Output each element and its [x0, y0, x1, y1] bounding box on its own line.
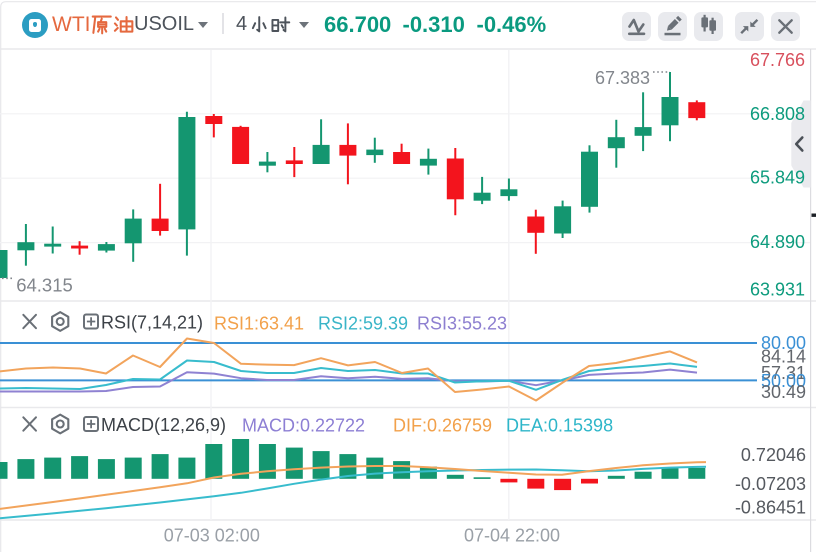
svg-text:MACD(12,26,9): MACD(12,26,9) [101, 415, 226, 435]
svg-text:50.00: 50.00 [761, 371, 806, 391]
svg-text:66.808: 66.808 [750, 104, 805, 124]
svg-text:07-03 02:00: 07-03 02:00 [164, 526, 260, 546]
svg-text:DIF:0.26759: DIF:0.26759 [393, 416, 492, 436]
svg-text:65.849: 65.849 [750, 168, 805, 188]
svg-text:64.890: 64.890 [750, 232, 805, 252]
svg-text:RSI(7,14,21): RSI(7,14,21) [101, 313, 203, 333]
svg-text:-0.07203: -0.07203 [735, 474, 806, 494]
svg-text:80.00: 80.00 [761, 333, 806, 353]
svg-text:67.383: 67.383 [595, 68, 650, 88]
svg-text:30.49: 30.49 [761, 382, 806, 402]
svg-text:RSI1:63.41: RSI1:63.41 [214, 314, 304, 334]
svg-text:64.315: 64.315 [16, 275, 73, 296]
svg-text:84.14: 84.14 [761, 346, 806, 366]
svg-text:MACD:0.22722: MACD:0.22722 [242, 416, 365, 436]
svg-text:RSI3:55.23: RSI3:55.23 [417, 314, 507, 334]
svg-text:0.72046: 0.72046 [741, 445, 806, 465]
svg-text:67.766: 67.766 [750, 50, 805, 70]
svg-text:63.931: 63.931 [750, 280, 805, 300]
svg-text:DEA:0.15398: DEA:0.15398 [506, 416, 613, 436]
svg-text:57.31: 57.31 [761, 363, 806, 383]
svg-text:-0.86451: -0.86451 [735, 498, 806, 518]
svg-text:RSI2:59.39: RSI2:59.39 [318, 314, 408, 334]
svg-text:07-04 22:00: 07-04 22:00 [464, 526, 560, 546]
